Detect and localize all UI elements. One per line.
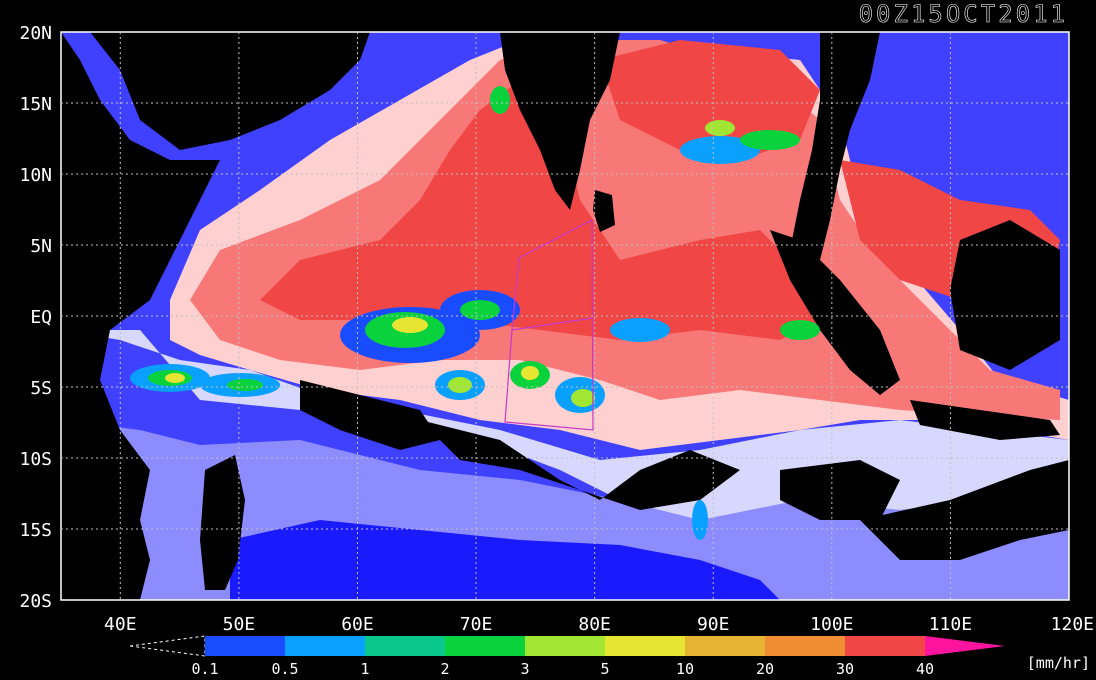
colorbar-swatch	[765, 636, 845, 656]
lon-label: 80E	[578, 614, 611, 635]
lon-label: 40E	[104, 614, 137, 635]
land-africa-arabia	[61, 32, 370, 600]
ocean-coldest-band	[230, 520, 780, 600]
lon-label: 110E	[929, 614, 972, 635]
lat-label: 20S	[19, 591, 52, 612]
colorbar-left-arrow	[129, 635, 206, 657]
colorbar-tick-label: 30	[836, 660, 854, 678]
map-title: 00Z15OCT2011	[858, 0, 1068, 28]
colorbar-swatch	[525, 636, 605, 656]
colorbar: 0.1 0.5 1 2 3 5 10 20 30 40 [mm/hr]	[129, 635, 1090, 678]
colorbar-tick-label: 3	[520, 660, 529, 678]
land-madagascar	[200, 455, 245, 590]
lon-label: 100E	[810, 614, 853, 635]
lat-label: 15S	[19, 520, 52, 541]
lon-label: 60E	[341, 614, 374, 635]
colorbar-tick-label: 0.5	[271, 660, 298, 678]
colorbar-swatch	[685, 636, 765, 656]
lat-label: EQ	[30, 307, 52, 328]
land-burma-malaysia	[790, 32, 880, 280]
analysis-box	[504, 219, 594, 431]
colorbar-right-arrow	[925, 636, 1005, 656]
lon-label: 90E	[697, 614, 730, 635]
lat-label: 10N	[19, 165, 52, 186]
lat-label: 15N	[19, 94, 52, 115]
colorbar-swatch	[605, 636, 685, 656]
colorbar-tick-label: 20	[756, 660, 774, 678]
colorbar-swatch	[205, 636, 285, 656]
lat-label: 5N	[30, 236, 52, 257]
land-sumatra	[770, 230, 900, 395]
land-india	[500, 32, 620, 210]
colorbar-tick-label: 1	[360, 660, 369, 678]
land-borneo	[950, 220, 1060, 370]
analysis-box-divider	[511, 317, 594, 331]
nodata-patch-2	[300, 380, 440, 450]
colorbar-swatch	[445, 636, 525, 656]
latitude-labels: 20N 15N 10N 5N EQ 5S 10S 15S 20S	[19, 23, 52, 612]
land-java	[910, 400, 1060, 440]
lat-label: 20N	[19, 23, 52, 44]
colorbar-tick-label: 2	[440, 660, 449, 678]
lon-label: 70E	[460, 614, 493, 635]
land-australia-nw	[780, 460, 900, 520]
lat-label: 10S	[19, 449, 52, 470]
ocean-hot	[260, 80, 820, 340]
nodata-patch	[420, 420, 740, 510]
colorbar-swatch	[365, 636, 445, 656]
colorbar-swatch	[845, 636, 925, 656]
colorbar-swatch	[285, 636, 365, 656]
land-australia	[860, 460, 1069, 560]
land-arabia-top	[140, 32, 320, 130]
lat-label: 5S	[30, 378, 52, 399]
colorbar-tick-label: 10	[676, 660, 694, 678]
ocean-hot-bay	[600, 40, 820, 160]
grid	[61, 32, 1069, 600]
rain-band	[130, 86, 820, 540]
colorbar-tick-label: 0.1	[191, 660, 218, 678]
colorbar-tick-label: 5	[600, 660, 609, 678]
lon-label: 120E	[1051, 614, 1094, 635]
colorbar-unit: [mm/hr]	[1027, 654, 1090, 672]
land-sri-lanka	[593, 190, 615, 232]
lon-label: 50E	[223, 614, 256, 635]
colorbar-tick-label: 40	[916, 660, 934, 678]
longitude-labels: 40E 50E 60E 70E 80E 90E 100E 110E 120E	[104, 614, 1094, 635]
